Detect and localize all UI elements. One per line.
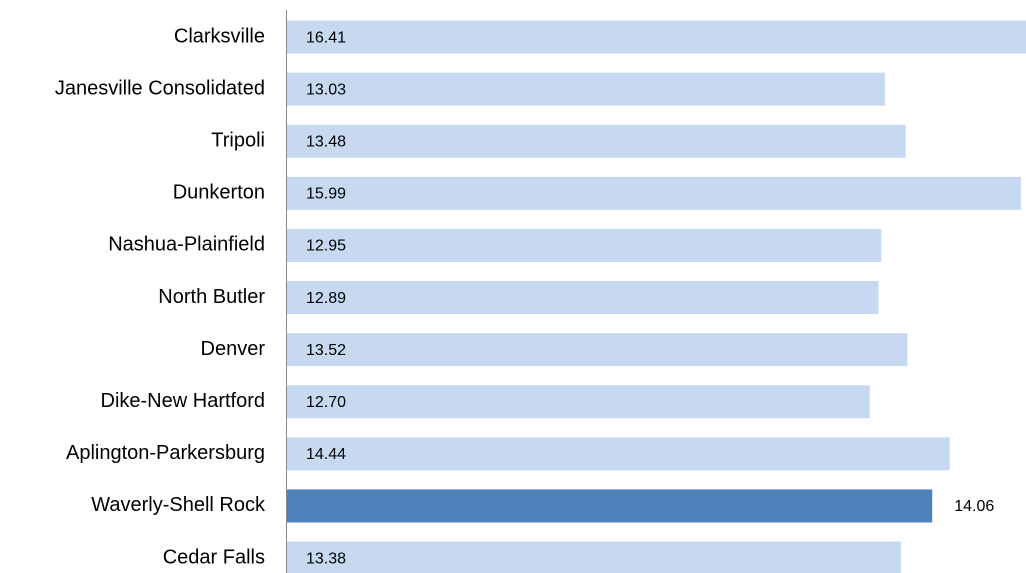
category-label: Aplington-Parkersburg (66, 442, 265, 464)
value-label: 13.48 (306, 133, 346, 150)
category-label: Janesville Consolidated (55, 77, 265, 99)
value-label: 14.06 (954, 498, 994, 515)
bar (286, 176, 1021, 210)
bar (286, 437, 950, 471)
category-label: Waverly-Shell Rock (91, 494, 266, 516)
category-label: Dunkerton (173, 182, 265, 204)
category-label: Cedar Falls (163, 546, 265, 568)
value-label: 13.38 (306, 550, 346, 567)
bar (286, 228, 882, 262)
bar (286, 72, 885, 106)
category-label: Nashua-Plainfield (108, 234, 265, 256)
bar (286, 124, 906, 158)
value-label: 15.99 (306, 186, 346, 203)
value-label: 16.41 (306, 29, 346, 46)
bar (286, 281, 879, 315)
category-label: Clarksville (174, 25, 265, 47)
plot-area (286, 20, 1026, 573)
category-label: Dike-New Hartford (101, 390, 265, 412)
bar (286, 541, 901, 573)
value-label: 12.89 (306, 290, 346, 307)
value-label: 12.95 (306, 238, 346, 255)
value-label: 13.03 (306, 81, 346, 98)
bar (286, 20, 1026, 54)
category-label: North Butler (158, 286, 265, 308)
bar (286, 333, 908, 367)
value-label: 14.44 (306, 446, 346, 463)
value-label: 13.52 (306, 342, 346, 359)
value-label: 12.70 (306, 394, 346, 411)
bar (286, 489, 933, 523)
category-label: Tripoli (211, 130, 265, 152)
bar (286, 385, 870, 419)
category-label: Denver (201, 338, 266, 360)
